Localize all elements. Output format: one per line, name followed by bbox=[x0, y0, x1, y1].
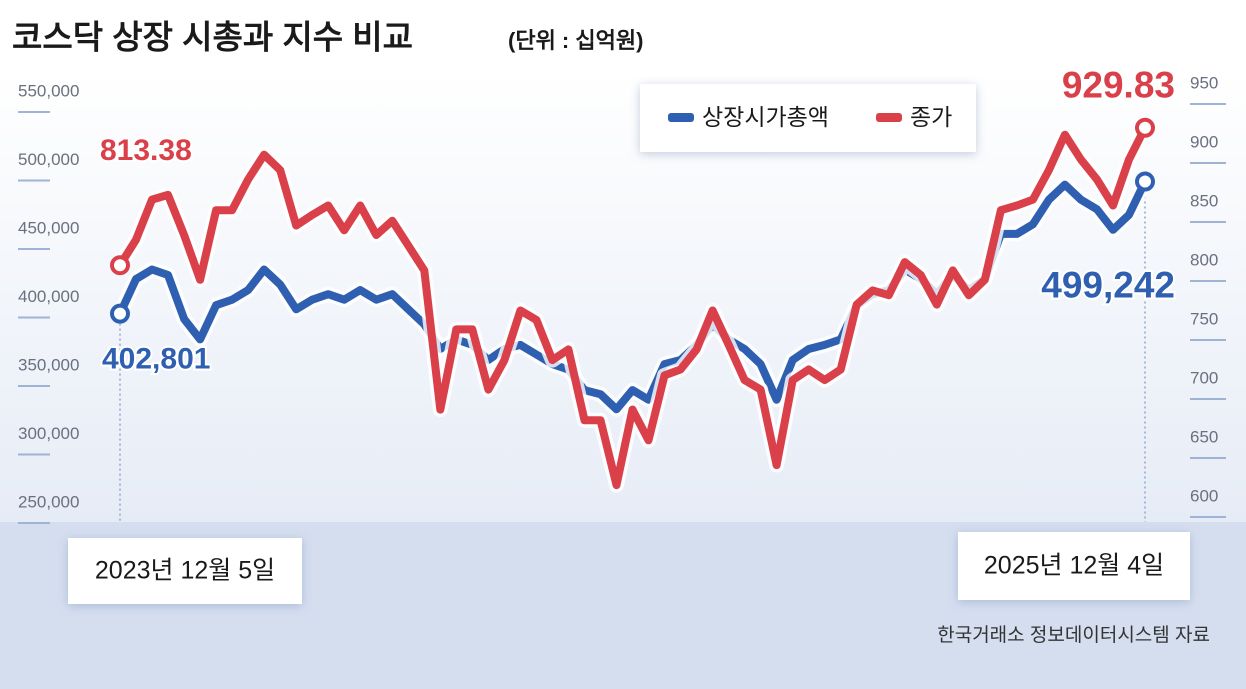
y2-tick-label: 900 bbox=[1190, 132, 1218, 151]
y-tick-label: 300,000 bbox=[18, 424, 79, 443]
date-box bbox=[958, 532, 1190, 600]
series-line bbox=[116, 123, 1149, 490]
chart-title: 코스닥 상장 시총과 지수 비교 bbox=[12, 19, 413, 56]
source: 한국거래소 정보데이터시스템 자료 bbox=[937, 624, 1210, 646]
y2-tick-label: 800 bbox=[1190, 250, 1218, 269]
value-label: 402,801 bbox=[102, 343, 210, 376]
y-tick-label: 550,000 bbox=[18, 81, 79, 100]
legend-swatch bbox=[668, 113, 694, 122]
legend-label: 종가 bbox=[910, 104, 952, 130]
end-point bbox=[1135, 117, 1155, 138]
y2-tick-label: 600 bbox=[1190, 486, 1218, 505]
y2-tick-label: 950 bbox=[1190, 73, 1218, 92]
end-point bbox=[110, 255, 130, 276]
end-point bbox=[110, 303, 130, 324]
y2-tick-label: 750 bbox=[1190, 309, 1218, 328]
y2-tick-label: 650 bbox=[1190, 427, 1218, 446]
y-tick-label: 450,000 bbox=[18, 218, 79, 237]
y-tick-label: 400,000 bbox=[18, 287, 79, 306]
chart-subtitle: (단위 : 십억원) bbox=[508, 28, 643, 53]
end-point bbox=[1135, 171, 1155, 192]
legend-swatch bbox=[876, 113, 902, 122]
end-date: 2025년 12월 4일 bbox=[984, 552, 1164, 580]
y-tick-label: 350,000 bbox=[18, 355, 79, 374]
date-box bbox=[68, 538, 302, 604]
start-date: 2023년 12월 5일 bbox=[95, 557, 275, 585]
value-label: 929.83 bbox=[1062, 65, 1175, 106]
y-tick-label: 500,000 bbox=[18, 150, 79, 169]
y-tick-label: 250,000 bbox=[18, 492, 79, 511]
value-label: 499,242 bbox=[1041, 264, 1175, 305]
value-label: 813.38 bbox=[100, 134, 192, 167]
legend-label: 상장시가총액 bbox=[702, 104, 829, 130]
legend-box bbox=[640, 84, 976, 152]
y2-tick-label: 700 bbox=[1190, 368, 1218, 387]
y2-tick-label: 850 bbox=[1190, 191, 1218, 210]
